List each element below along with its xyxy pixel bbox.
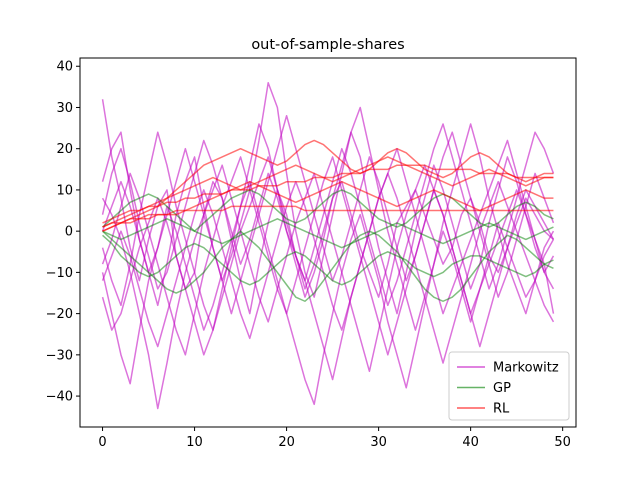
plot-frame [79,57,577,428]
x-tick-label: 0 [98,435,106,450]
series-line-markowitz-4 [101,164,555,410]
series-line-rl-2 [102,164,554,224]
y-axis: −40 −30 −20 −10 0 10 20 30 40 [46,60,80,405]
series-line-rl-0 [102,139,554,232]
y-tick-label: 30 [56,101,73,116]
y-tick-label: −40 [46,390,73,405]
x-tick-label: 20 [278,435,295,450]
series-markowitz [101,81,555,410]
y-tick-label: −30 [46,348,73,363]
legend-label-markowitz: Markowitz [493,361,559,376]
series-line-markowitz-9 [101,172,555,364]
series-rl [102,139,554,232]
series-line-rl-4 [102,180,554,228]
series-line-markowitz-7 [101,156,555,356]
y-tick-label: −20 [46,307,73,322]
x-tick-label: 50 [554,435,571,450]
y-tick-label: −10 [46,266,73,281]
series-line-gp-2 [102,189,554,232]
series-line-rl-1 [102,156,554,228]
y-tick-label: 10 [56,183,73,198]
series-line-gp-0 [102,230,554,302]
x-axis: 0 10 20 30 40 50 [98,427,571,450]
x-tick-label: 30 [370,435,387,450]
legend-box [448,351,570,421]
series-layer [101,81,555,410]
y-tick-label: 40 [56,60,73,75]
legend-label-gp: GP [493,381,511,396]
y-tick-label: 20 [56,142,73,157]
x-tick-label: 40 [462,435,479,450]
series-line-gp-1 [102,234,554,286]
x-tick-label: 10 [186,435,203,450]
legend-label-rl: RL [493,402,510,417]
series-gp [102,189,554,302]
series-line-markowitz-3 [101,106,555,331]
series-line-markowitz-8 [101,114,555,315]
legend: Markowitz GP RL [448,351,570,421]
series-line-gp-3 [102,218,554,249]
chart-title: out-of-sample-shares [251,37,404,53]
y-tick-label: 0 [65,225,73,240]
series-line-markowitz-5 [101,139,555,381]
